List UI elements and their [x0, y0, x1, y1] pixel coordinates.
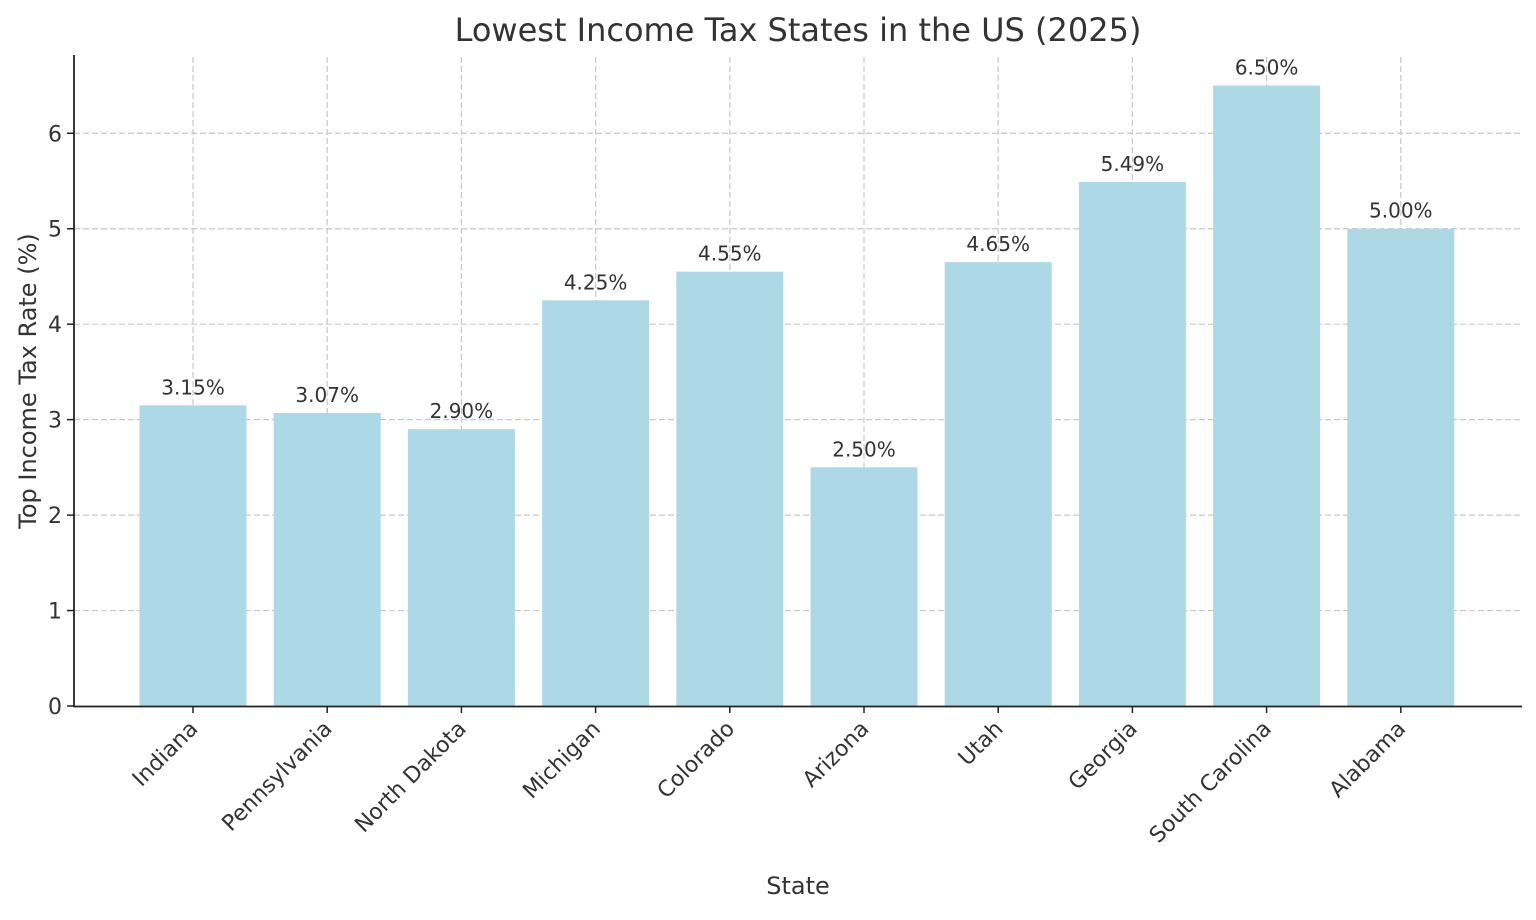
bar-colorado	[676, 271, 784, 706]
data-label: 4.55%	[698, 242, 762, 266]
data-label: 4.65%	[966, 232, 1030, 256]
bar-pennsylvania	[273, 412, 381, 706]
data-label: 2.50%	[832, 437, 896, 461]
data-label: 6.50%	[1235, 56, 1299, 80]
bar-michigan	[542, 300, 650, 706]
x-tick-label: Colorado	[653, 717, 740, 804]
data-labels: 3.15% 3.07% 2.90% 4.25% 4.55% 2.50% 4.65% 5.49%…	[161, 56, 1432, 462]
bar-arizona	[810, 467, 918, 706]
y-tick-label: 1	[48, 600, 62, 625]
x-tick-labels: Indiana Pennsylvania North Dakota Michigan C…	[128, 706, 1411, 848]
x-tick-label: South Carolina	[1145, 717, 1277, 849]
data-label: 5.00%	[1369, 199, 1433, 223]
y-tick-label: 4	[48, 313, 62, 338]
x-tick-label: Arizona	[798, 717, 874, 793]
data-label: 3.15%	[161, 375, 225, 399]
y-tick-label: 0	[48, 695, 62, 720]
x-tick-label: Utah	[954, 717, 1009, 772]
data-label: 5.49%	[1101, 152, 1165, 176]
data-label: 4.25%	[564, 270, 628, 294]
bar-alabama	[1347, 228, 1455, 706]
y-tick-labels: 0 1 2 3 4 5 6	[48, 122, 74, 720]
chart-title: Lowest Income Tax States in the US (2025…	[455, 11, 1142, 49]
bar-georgia	[1078, 181, 1186, 707]
bar-indiana	[139, 405, 247, 706]
x-tick-label: Pennsylvania	[218, 717, 338, 837]
x-tick-label: Georgia	[1064, 717, 1143, 796]
y-tick-label: 6	[48, 122, 62, 147]
bar-north-dakota	[407, 429, 515, 706]
data-label: 3.07%	[295, 383, 359, 407]
y-tick-label: 3	[48, 409, 62, 434]
bar-utah	[944, 262, 1052, 706]
y-axis-label: Top Income Tax Rate (%)	[14, 233, 42, 530]
y-tick-label: 2	[48, 504, 62, 529]
x-axis-label: State	[766, 872, 830, 900]
bar-south-carolina	[1213, 85, 1321, 706]
x-tick-label: North Dakota	[350, 717, 471, 838]
data-label: 2.90%	[430, 399, 494, 423]
x-tick-label: Indiana	[128, 717, 203, 792]
x-tick-label: Alabama	[1325, 717, 1411, 803]
y-tick-label: 5	[48, 218, 62, 243]
bars	[139, 85, 1455, 707]
x-tick-label: Michigan	[518, 717, 605, 804]
